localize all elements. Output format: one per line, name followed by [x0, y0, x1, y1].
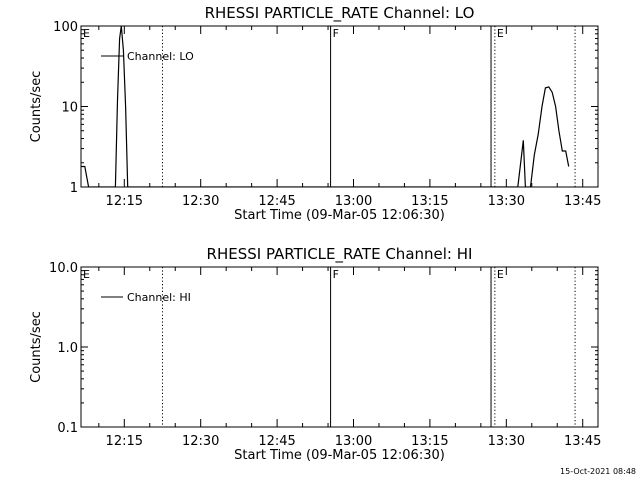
x-tick-label: 13:15 — [411, 434, 448, 449]
y-tick-label: 100 — [53, 20, 78, 35]
event-marker-label: E — [497, 27, 504, 40]
chart-title: RHESSI PARTICLE_RATE Channel: LO — [205, 4, 475, 23]
event-marker-label: F — [333, 27, 339, 40]
x-tick-label: 13:00 — [335, 434, 372, 449]
y-tick-label: 10.0 — [49, 261, 78, 276]
x-tick-label: 13:00 — [335, 194, 372, 209]
y-tick-label: 0.1 — [57, 421, 78, 436]
lo-channel-panel: RHESSI PARTICLE_RATE Channel: LO 1 10 100 12… — [29, 4, 601, 223]
series-line — [81, 26, 570, 187]
y-axis-label: Counts/sec — [29, 71, 44, 143]
y-tick-label: 1 — [70, 181, 78, 196]
hi-channel-panel: RHESSI PARTICLE_RATE Channel: HI 0.1 1.0 10… — [29, 245, 601, 463]
x-tick-label: 13:15 — [411, 194, 448, 209]
x-tick-label: 12:45 — [258, 434, 295, 449]
legend-label: Channel: HI — [127, 291, 191, 304]
chart-title: RHESSI PARTICLE_RATE Channel: HI — [207, 245, 473, 264]
x-tick-label: 13:45 — [564, 434, 601, 449]
x-axis-label: Start Time (09-Mar-05 12:06:30) — [234, 448, 445, 463]
y-tick-label: 10 — [61, 101, 78, 116]
legend-label: Channel: LO — [127, 50, 194, 63]
y-axis-label: Counts/sec — [29, 311, 44, 383]
x-tick-label: 12:30 — [182, 194, 219, 209]
x-tick-label: 13:30 — [488, 194, 525, 209]
event-marker-label: F — [333, 268, 339, 281]
x-tick-label: 12:15 — [106, 434, 143, 449]
event-marker-label: E — [83, 268, 90, 281]
event-marker-label: E — [497, 268, 504, 281]
x-tick-label: 13:30 — [488, 434, 525, 449]
x-tick-label: 13:45 — [564, 194, 601, 209]
y-tick-label: 1.0 — [57, 341, 78, 356]
x-tick-label: 12:45 — [258, 194, 295, 209]
x-tick-label: 12:15 — [106, 194, 143, 209]
footer-timestamp: 15-Oct-2021 08:48 — [560, 467, 636, 476]
x-axis-label: Start Time (09-Mar-05 12:06:30) — [234, 208, 445, 223]
x-tick-label: 12:30 — [182, 434, 219, 449]
event-marker-label: E — [83, 27, 90, 40]
